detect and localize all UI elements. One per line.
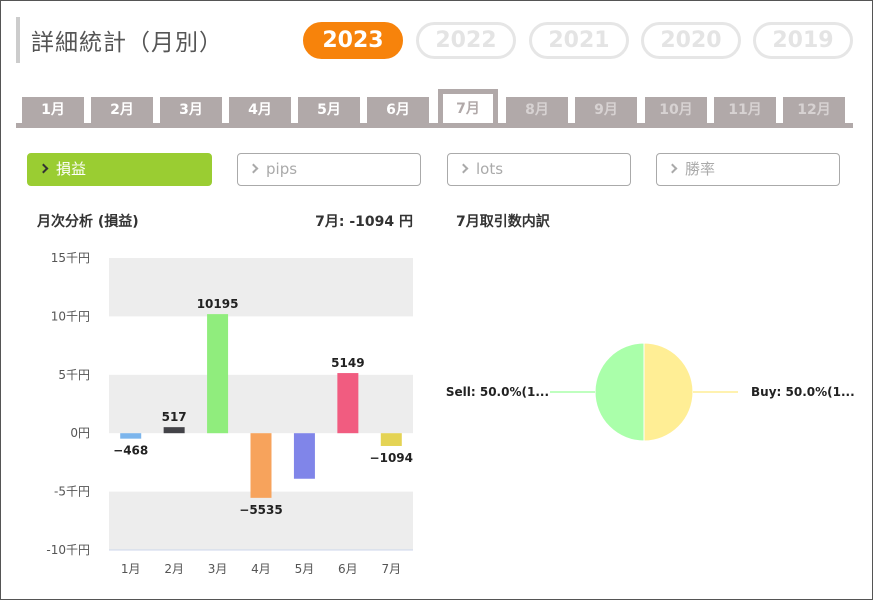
tab-month-6[interactable]: 6月 [367, 97, 429, 124]
pie-slice-sell [594, 342, 645, 442]
y-tick-label: 5千円 [58, 368, 90, 382]
plot-band [109, 491, 413, 550]
y-tick-label: 0円 [70, 426, 90, 440]
x-tick-label: 3月 [208, 562, 228, 576]
bar-data-label: −1094 [370, 451, 413, 465]
metric-button-profit[interactable]: 損益 [27, 153, 212, 186]
tab-month-2[interactable]: 2月 [91, 97, 153, 124]
month-tabs-baseline [16, 123, 853, 128]
tab-month-7[interactable]: 7月 [438, 89, 498, 128]
y-tick-label: -5千円 [54, 485, 90, 499]
x-tick-label: 1月 [121, 562, 141, 576]
plot-band [109, 374, 413, 434]
bar-data-label: 10195 [197, 297, 239, 311]
bar-4月 [250, 433, 272, 498]
bar-5月 [293, 433, 315, 479]
analysis-summary: 7月: -1094 円 [315, 214, 413, 230]
year-button-2019[interactable]: 2019 [753, 22, 853, 59]
bar-3月 [207, 314, 229, 434]
pie-label-sell: Sell: 50.0%(1... [446, 385, 549, 399]
tab-month-12[interactable]: 12月 [783, 97, 845, 124]
tab-month-4[interactable]: 4月 [229, 97, 291, 124]
x-tick-label: 7月 [381, 562, 401, 576]
tab-month-8[interactable]: 8月 [506, 97, 568, 124]
x-tick-label: 4月 [251, 562, 271, 576]
year-button-2022[interactable]: 2022 [416, 22, 516, 59]
monthly-bar-chart: 15千円 10千円 5千円 0円 -5千円 -10千円 −468 1月 517 2月 10195 3月… [46, 251, 413, 576]
x-tick-label: 2月 [164, 562, 184, 576]
y-tick-label: 15千円 [51, 251, 90, 265]
y-tick-label: 10千円 [51, 309, 90, 323]
bar-data-label: 5149 [331, 356, 364, 370]
chevron-right-icon [248, 163, 259, 174]
breakdown-title: 7月取引数内訳 [456, 214, 550, 230]
year-button-2020[interactable]: 2020 [641, 22, 741, 59]
metric-button-label: pips [266, 160, 298, 178]
page-title: 詳細統計（月別） [31, 30, 223, 56]
pie-label-buy: Buy: 50.0%(1... [751, 385, 855, 399]
tab-month-9[interactable]: 9月 [575, 97, 637, 124]
metric-button-lots[interactable]: lots [447, 153, 631, 186]
title-accent-bar [16, 17, 20, 63]
bar-1月 [120, 433, 142, 439]
bar-6月 [337, 373, 359, 434]
tab-month-3[interactable]: 3月 [160, 97, 222, 124]
tab-month-10[interactable]: 10月 [645, 97, 707, 124]
analysis-title: 月次分析 (損益) [37, 214, 139, 230]
chevron-right-icon [38, 163, 49, 174]
metric-button-win-rate[interactable]: 勝率 [656, 153, 840, 186]
pie-slice-buy [643, 342, 694, 442]
tab-month-11[interactable]: 11月 [714, 97, 776, 124]
x-tick-label: 5月 [295, 562, 315, 576]
metric-button-label: lots [476, 160, 504, 178]
x-tick-label: 6月 [338, 562, 358, 576]
tab-month-5[interactable]: 5月 [298, 97, 360, 124]
metric-button-label: 勝率 [685, 160, 716, 178]
bar-data-label: −468 [113, 444, 148, 458]
year-button-2021[interactable]: 2021 [529, 22, 629, 59]
year-button-2023[interactable]: 2023 [303, 22, 403, 59]
y-tick-label: -10千円 [46, 543, 90, 557]
trade-breakdown-pie-chart: Sell: 50.0%(1... Buy: 50.0%(1... [446, 342, 855, 442]
chevron-right-icon [458, 163, 469, 174]
bar-2月 [163, 427, 185, 434]
tab-month-1[interactable]: 1月 [22, 97, 84, 124]
metric-button-label: 損益 [56, 160, 87, 178]
bar-data-label: 517 [162, 410, 187, 424]
bar-data-label: −5535 [239, 503, 282, 517]
metric-button-pips[interactable]: pips [237, 153, 421, 186]
plot-band [109, 258, 413, 317]
chevron-right-icon [667, 163, 678, 174]
bar-7月 [380, 433, 402, 446]
